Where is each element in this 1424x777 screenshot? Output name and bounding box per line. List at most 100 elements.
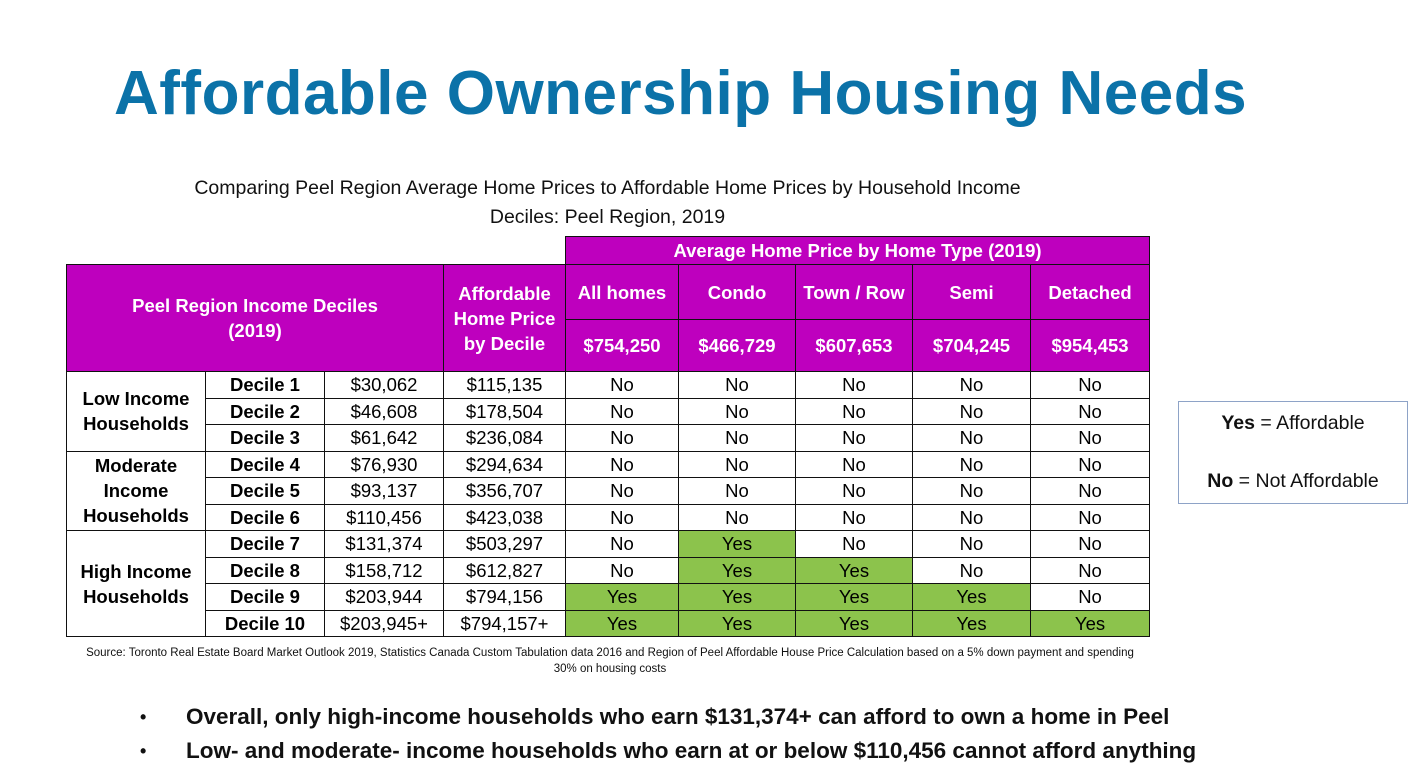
decile-label: Decile 3 — [205, 424, 325, 452]
household-group-label: Low Income Households — [66, 371, 206, 452]
page-title: Affordable Ownership Housing Needs — [114, 59, 1248, 128]
legend-yes-key: Yes — [1221, 412, 1255, 434]
home-type-header: Detached — [1029, 264, 1151, 320]
affordability-cell: No — [678, 450, 796, 478]
affordability-cell: No — [1029, 477, 1151, 505]
affordability-cell: No — [795, 424, 913, 452]
bullet-item: • Overall, only high-income households wh… — [140, 700, 1196, 734]
decile-label: Decile 8 — [205, 556, 325, 584]
affordability-cell: No — [678, 424, 796, 452]
home-type-price: $754,250 — [565, 319, 679, 372]
legend-no-text: = Not Affordable — [1233, 470, 1379, 492]
bullet-text: Overall, only high-income households who… — [186, 704, 1170, 729]
household-income: $158,712 — [324, 556, 444, 584]
household-income: $131,374 — [324, 530, 444, 558]
affordability-cell: No — [912, 530, 1031, 558]
affordability-cell: Yes — [912, 583, 1031, 611]
affordability-cell: Yes — [795, 609, 913, 637]
legend-no: No = Not Affordable — [1179, 470, 1407, 493]
table-row: Decile 3 $61,642 $236,084 No No No No No — [67, 424, 1151, 452]
affordability-cell: No — [565, 371, 679, 399]
affordability-cell: Yes — [678, 556, 796, 584]
home-type-group-header: Average Home Price by Home Type (2019) — [564, 236, 1151, 265]
household-income: $110,456 — [324, 503, 444, 531]
table-caption: Comparing Peel Region Average Home Price… — [100, 174, 1115, 232]
affordability-cell: No — [1029, 397, 1151, 425]
affordability-cell: No — [912, 397, 1031, 425]
affordable-price: $794,157+ — [443, 609, 566, 637]
affordable-price: $794,156 — [443, 583, 566, 611]
affordability-cell: No — [795, 503, 913, 531]
affordability-cell: Yes — [795, 583, 913, 611]
affordability-cell: No — [912, 450, 1031, 478]
affordable-price: $294,634 — [443, 450, 566, 478]
affordable-price: $115,135 — [443, 371, 566, 399]
household-group-label: Moderate Income Households — [66, 450, 206, 531]
source-note: Source: Toronto Real Estate Board Market… — [86, 647, 1134, 675]
table-row: High Income Households Decile 7 $131,374 $5… — [66, 530, 1151, 637]
affordability-cell: No — [795, 397, 913, 425]
affordability-table: Average Home Price by Home Type (2019) P… — [66, 236, 1151, 637]
decile-label: Decile 5 — [205, 477, 325, 505]
affordability-cell: No — [795, 371, 913, 399]
affordability-cell: No — [1029, 583, 1151, 611]
affordable-price: $236,084 — [443, 424, 566, 452]
affordability-cell: Yes — [565, 583, 679, 611]
affordability-cell: Yes — [1029, 609, 1151, 637]
affordability-cell: Yes — [795, 556, 913, 584]
home-type-price: $954,453 — [1029, 319, 1151, 372]
bullet-item: • Low- and moderate- income households wh… — [140, 734, 1196, 768]
decile-label: Decile 10 — [205, 609, 325, 637]
legend-box: Yes = Affordable No = Not Affordable — [1178, 401, 1408, 504]
affordability-cell: Yes — [912, 609, 1031, 637]
affordable-price: $423,038 — [443, 503, 566, 531]
legend-no-key: No — [1207, 470, 1234, 492]
home-type-price: $607,653 — [795, 319, 913, 372]
home-type-header: Town / Row — [795, 264, 913, 320]
affordability-cell: No — [565, 450, 679, 478]
affordability-cell: No — [565, 556, 679, 584]
affordability-cell: No — [678, 477, 796, 505]
decile-label: Decile 7 — [205, 530, 325, 558]
affordability-cell: No — [565, 530, 679, 558]
affordability-cell: No — [912, 424, 1031, 452]
household-income: $93,137 — [324, 477, 444, 505]
legend-yes-text: = Affordable — [1254, 412, 1365, 434]
affordability-cell: No — [795, 450, 913, 478]
affordable-price-header: Affordable Home Price by Decile — [443, 264, 566, 372]
table-row: Decile 9 $203,944 $794,156 Yes Yes Yes Yes No — [67, 583, 1151, 611]
bullet-icon: • — [140, 707, 147, 727]
affordability-cell: No — [1029, 530, 1151, 558]
income-deciles-header-text: Peel Region Income Deciles (2019) — [132, 295, 378, 341]
household-income: $61,642 — [324, 424, 444, 452]
affordability-cell: No — [912, 477, 1031, 505]
affordability-cell: No — [678, 503, 796, 531]
income-deciles-header: Peel Region Income Deciles (2019) — [66, 264, 444, 372]
affordability-cell: No — [1029, 424, 1151, 452]
household-income: $203,944 — [324, 583, 444, 611]
bullet-text: Low- and moderate- income households who… — [186, 738, 1197, 763]
table-row: Moderate Income Households Decile 4 $76,93… — [66, 450, 1151, 531]
blank-corner — [67, 237, 566, 265]
affordability-cell: Yes — [565, 609, 679, 637]
affordability-cell: No — [1029, 556, 1151, 584]
bullet-icon: • — [140, 741, 147, 761]
home-type-price: $704,245 — [912, 319, 1031, 372]
table-row: Decile 2 $46,608 $178,504 No No No No No — [67, 397, 1151, 425]
affordability-cell: No — [678, 371, 796, 399]
decile-label: Decile 6 — [205, 503, 325, 531]
home-type-header: Condo — [678, 264, 796, 320]
affordable-price: $503,297 — [443, 530, 566, 558]
table-row: Decile 8 $158,712 $612,827 No Yes Yes No No — [67, 556, 1151, 584]
affordable-price: $178,504 — [443, 397, 566, 425]
affordability-cell: No — [1029, 371, 1151, 399]
decile-label: Decile 9 — [205, 583, 325, 611]
affordability-cell: No — [1029, 450, 1151, 478]
home-type-header: All homes — [565, 264, 679, 320]
table-row: Decile 10 $203,945+ $794,157+ Yes Yes Yes Yes Y… — [67, 609, 1151, 637]
table-row: Low Income Households Decile 1 $30,062 $115… — [66, 371, 1151, 452]
household-income: $203,945+ — [324, 609, 444, 637]
decile-label: Decile 2 — [205, 397, 325, 425]
affordability-cell: No — [795, 477, 913, 505]
caption-line-2: Deciles: Peel Region, 2019 — [489, 206, 726, 228]
